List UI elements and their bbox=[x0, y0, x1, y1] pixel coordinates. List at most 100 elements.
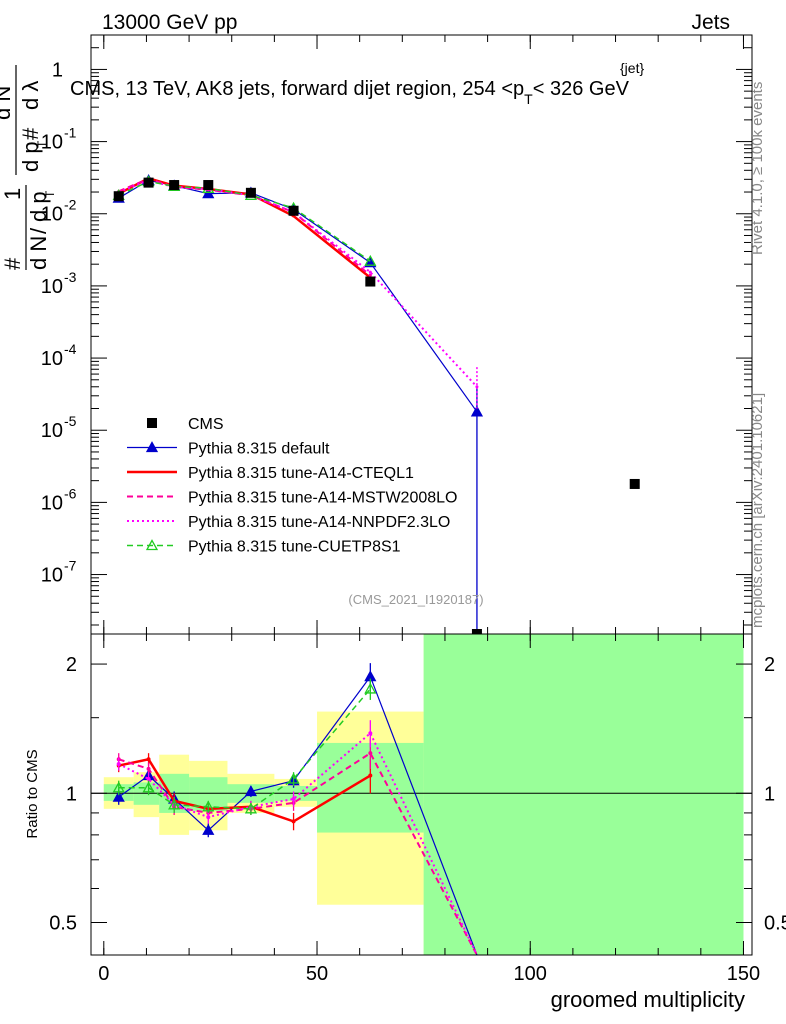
rivet-label: Rivet 4.1.0, ≥ 100k events bbox=[749, 82, 766, 255]
main-y-tick-exponent: -3 bbox=[64, 269, 77, 285]
svg-text:CMS, 13 TeV, AK8 jets, forward: CMS, 13 TeV, AK8 jets, forward dijet reg… bbox=[70, 78, 630, 107]
ratio-point-cuetp8s1 bbox=[142, 781, 155, 793]
ylabel-T: T bbox=[43, 190, 57, 198]
cms-data-point bbox=[113, 191, 124, 202]
series-line-cteql1 bbox=[118, 176, 372, 279]
main-y-tick-exponent: -6 bbox=[64, 485, 77, 501]
cms-data-point bbox=[169, 180, 180, 191]
ratio-band-green bbox=[423, 634, 744, 955]
ratio-x-tick-label: 150 bbox=[727, 963, 760, 985]
title-prefix: CMS, 13 TeV, AK8 jets, forward dijet reg… bbox=[70, 78, 513, 100]
ratio-y-tick-label: 2 bbox=[66, 654, 77, 676]
cuetp8s1-data-point bbox=[364, 254, 377, 266]
ratio-y-tick-label: 1 bbox=[66, 783, 77, 805]
main-title: CMS, 13 TeV, AK8 jets, forward dijet reg… bbox=[70, 60, 644, 107]
main-axes: 10 -710 -610 -510 -410 -310 -210 -11 bbox=[41, 34, 752, 634]
main-y-tick-label: 10 bbox=[41, 420, 63, 442]
legend-label-cuetp8s1: Pythia 8.315 tune-CUETP8S1 bbox=[188, 539, 401, 556]
legend-label-mstw: Pythia 8.315 tune-A14-MSTW2008LO bbox=[188, 490, 457, 507]
ylabel-dN: d N bbox=[26, 236, 51, 270]
ratio-axes: 0.5 0.5 1 1 2 2 0 50 100 150 bbox=[49, 634, 786, 985]
legend-label-default: Pythia 8.315 default bbox=[188, 441, 330, 458]
ratio-point-cuetp8s1 bbox=[202, 800, 215, 812]
mcplots-label: mcplots.cern.ch [arXiv:2401.10621] bbox=[749, 393, 766, 628]
legend-label-nnpdf: Pythia 8.315 tune-A14-NNPDF2.3LO bbox=[188, 514, 450, 531]
ratio-point-nnpdf bbox=[368, 731, 373, 736]
ratio-x-tick-label: 0 bbox=[98, 963, 109, 985]
main-y-tick-label: 10 bbox=[41, 565, 63, 587]
ratio-point-cuetp8s1 bbox=[287, 772, 300, 784]
ratio-point-mstw bbox=[368, 751, 373, 756]
header-left: 13000 GeV pp bbox=[102, 11, 237, 34]
ylabel-slash: / bbox=[26, 227, 51, 234]
ylabel-one: 1 bbox=[0, 188, 25, 200]
ratio-y-tick-label-right: 0.5 bbox=[764, 912, 786, 934]
nnpdf-data-point bbox=[368, 270, 372, 274]
legend: CMS Pythia 8.315 default Pythia 8.315 tune… bbox=[127, 416, 457, 556]
ylabel-hash2: # bbox=[18, 127, 43, 140]
main-y-tick-label: 10 bbox=[41, 348, 63, 370]
ratio-x-tick-label: 50 bbox=[306, 963, 328, 985]
ylabel-dN-num: d N bbox=[0, 86, 15, 120]
title-sub: T bbox=[524, 91, 533, 107]
ratio-point-default bbox=[112, 790, 125, 802]
default-data-point bbox=[364, 256, 377, 268]
ratio-point-nnpdf bbox=[116, 762, 121, 767]
ratio-point-cteql1 bbox=[368, 773, 373, 778]
main-y-tick-exponent: -4 bbox=[64, 341, 77, 357]
title-sup: {jet} bbox=[620, 60, 644, 76]
ratio-point-cuetp8s1 bbox=[112, 781, 125, 793]
ratio-point-cuetp8s1 bbox=[244, 802, 258, 814]
main-y-tick-label: 10 bbox=[41, 204, 63, 226]
main-y-tick-exponent: -7 bbox=[64, 558, 77, 574]
analysis-id: (CMS_2021_I1920187) bbox=[348, 592, 483, 607]
ylabel-T2: T bbox=[35, 140, 49, 148]
ratio-y-tick-label-right: 2 bbox=[764, 654, 775, 676]
main-y-tick-exponent: -2 bbox=[64, 197, 77, 213]
x-axis-label: groomed multiplicity bbox=[551, 987, 745, 1012]
mstw-data-point bbox=[368, 273, 372, 277]
ratio-point-default bbox=[244, 785, 258, 797]
title-p: p bbox=[513, 78, 524, 100]
cms-data-point bbox=[629, 478, 640, 489]
ratio-y-tick-label-right: 1 bbox=[764, 783, 775, 805]
ratio-point-nnpdf bbox=[206, 815, 211, 820]
legend-marker-default bbox=[145, 441, 159, 453]
ylabel-dpt2: d p bbox=[18, 141, 43, 172]
cms-data-point bbox=[365, 276, 376, 287]
ratio-bands bbox=[103, 634, 744, 955]
ratio-x-tick-label: 100 bbox=[514, 963, 547, 985]
ratio-point-cuetp8s1 bbox=[364, 682, 377, 694]
ratio-point-nnpdf bbox=[291, 796, 296, 801]
ylabel-dpt: d p bbox=[26, 191, 51, 222]
cms-data-point bbox=[203, 180, 214, 191]
main-y-tick-label: 10 bbox=[41, 492, 63, 514]
legend-marker-cms bbox=[147, 418, 157, 428]
ratio-line-mstw bbox=[118, 751, 478, 956]
ylabel-dlam: d λ bbox=[18, 81, 43, 110]
main-y-tick-exponent: -1 bbox=[64, 125, 77, 141]
ratio-frame bbox=[90, 633, 753, 956]
cms-data-point bbox=[245, 187, 256, 198]
ratio-point-mstw bbox=[146, 766, 151, 771]
ratio-y-label: Ratio to CMS bbox=[24, 749, 41, 838]
default-data-point bbox=[202, 187, 215, 199]
legend-label-cms: CMS bbox=[188, 416, 224, 433]
ratio-point-cuetp8s1 bbox=[168, 798, 181, 810]
main-y-tick-label: 1 bbox=[52, 59, 63, 81]
cms-data-point bbox=[143, 177, 154, 188]
main-y-tick-label: 10 bbox=[41, 276, 63, 298]
ratio-point-cteql1 bbox=[146, 757, 151, 762]
title-suffix: < 326 GeV bbox=[533, 78, 630, 100]
ratio-series-layer bbox=[112, 663, 478, 956]
default-data-point bbox=[470, 405, 484, 417]
cms-data-point bbox=[288, 205, 299, 216]
ratio-point-nnpdf bbox=[146, 776, 151, 781]
main-y-tick-exponent: -5 bbox=[64, 413, 77, 429]
ratio-point-default bbox=[202, 823, 215, 835]
main-series-layer bbox=[112, 174, 640, 639]
legend-label-cteql1: Pythia 8.315 tune-A14-CTEQL1 bbox=[188, 465, 414, 482]
main-y-label: # d N / d p T 1 # d p T d λ d N 2 bbox=[0, 65, 57, 270]
ratio-y-tick-label: 0.5 bbox=[49, 912, 77, 934]
